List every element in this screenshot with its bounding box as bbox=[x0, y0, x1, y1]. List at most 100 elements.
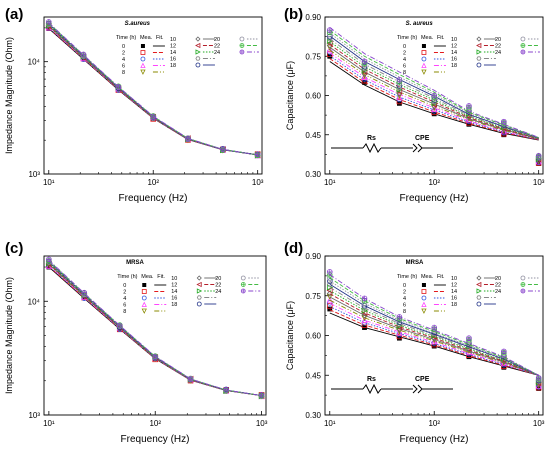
legend-time-label: 0 bbox=[122, 44, 125, 50]
legend-marker-20h bbox=[520, 275, 526, 281]
legend-marker-8h bbox=[140, 69, 146, 75]
fit-curve-10h bbox=[329, 296, 539, 376]
measured-point-24h bbox=[501, 348, 507, 355]
measured-point-6h bbox=[396, 329, 403, 336]
legend-time-label: 22 bbox=[215, 283, 221, 289]
y-axis-label: Capacitance (μF) bbox=[285, 61, 295, 130]
legend-time-label: 20 bbox=[495, 37, 501, 43]
legend-time-label: 6 bbox=[123, 303, 126, 309]
legend-marker-2h bbox=[421, 289, 427, 294]
fit-curve-14h bbox=[48, 262, 262, 397]
legend-time-label: 4 bbox=[403, 296, 406, 302]
legend-time-label: 10 bbox=[451, 276, 457, 282]
y-tick-label: 0.90 bbox=[305, 252, 321, 261]
resistor-label: Rs bbox=[367, 376, 376, 383]
measured-point-24h bbox=[254, 151, 261, 157]
legend-time-label: 2 bbox=[123, 290, 126, 296]
y-tick-label: 10⁴ bbox=[28, 297, 41, 306]
legend-marker-16h bbox=[196, 295, 202, 300]
y-tick-label: 0.75 bbox=[305, 52, 321, 61]
fit-curve-10h bbox=[48, 263, 262, 397]
cpe-symbol-left bbox=[412, 143, 418, 153]
legend-time-label: 20 bbox=[215, 276, 221, 282]
legend-marker-20h bbox=[239, 36, 245, 42]
legend-time-label: 2 bbox=[403, 290, 406, 296]
x-tick-label: 10¹ bbox=[43, 178, 55, 187]
legend-marker-4h bbox=[140, 56, 146, 62]
measured-point-6h bbox=[431, 338, 438, 345]
measured-point-10h bbox=[326, 42, 333, 49]
legend-time-label: 22 bbox=[214, 44, 220, 50]
legend-time-label: 14 bbox=[451, 50, 457, 56]
x-tick-label: 10² bbox=[147, 178, 159, 187]
legend-time-label: 16 bbox=[451, 296, 457, 302]
measured-point-24h bbox=[185, 136, 191, 142]
measured-point-8h bbox=[326, 44, 333, 51]
legend-time-label: 8 bbox=[403, 309, 406, 315]
legend-time-label: 0 bbox=[123, 283, 126, 289]
measured-point-24h bbox=[152, 354, 159, 360]
measured-point-12h bbox=[326, 287, 333, 294]
legend-time-label: 6 bbox=[403, 303, 406, 309]
y-tick-label: 0.60 bbox=[305, 92, 321, 101]
legend-marker-14h bbox=[196, 288, 203, 294]
legend-time-label: 2 bbox=[403, 51, 406, 57]
x-tick-label: 10³ bbox=[533, 178, 545, 187]
legend-marker-2h bbox=[140, 50, 146, 55]
measured-point-0h bbox=[466, 354, 472, 360]
legend-time-label: 16 bbox=[171, 296, 177, 302]
measured-point-6h bbox=[465, 116, 472, 123]
chart-panel-3: (c) MRSA 10¹ 10² 10³ 10³ 10⁴ Frequency (Hz) Impe… bbox=[4, 240, 268, 445]
fit-curve-18h bbox=[48, 261, 262, 397]
legend-marker-4h bbox=[421, 56, 427, 62]
legend-marker-4h bbox=[421, 295, 427, 301]
y-axis-label: Impedance Magnitude (Ohm) bbox=[4, 37, 14, 154]
legend-marker-8h bbox=[421, 308, 427, 314]
legend-time-label: 18 bbox=[451, 302, 457, 308]
measured-point-24h bbox=[361, 295, 368, 302]
cpe-symbol-left bbox=[412, 384, 418, 394]
organism-label: MRSA bbox=[406, 260, 424, 266]
legend-header-time: Time (h) bbox=[116, 35, 136, 41]
legend-marker-10h bbox=[195, 36, 201, 42]
measured-point-14h bbox=[431, 100, 438, 107]
legend-time-label: 20 bbox=[495, 276, 501, 282]
legend-time-label: 18 bbox=[170, 63, 176, 69]
measured-point-0h bbox=[431, 111, 437, 117]
legend-marker-0h bbox=[142, 283, 147, 287]
panel-letter: (a) bbox=[5, 6, 23, 23]
legend-marker-12h bbox=[476, 42, 482, 49]
fit-curve-16h bbox=[48, 24, 258, 156]
legend-marker-18h bbox=[196, 301, 202, 307]
cpe-label: CPE bbox=[415, 135, 430, 142]
measured-point-6h bbox=[361, 73, 368, 80]
legend-marker-22h bbox=[520, 282, 526, 287]
legend-marker-0h bbox=[140, 44, 145, 48]
measured-point-6h bbox=[500, 128, 507, 135]
legend-time-label: 14 bbox=[170, 50, 176, 56]
y-tick-label: 10³ bbox=[28, 170, 40, 179]
circuit-inset: Rs CPE bbox=[331, 376, 453, 395]
legend-marker-8h bbox=[141, 308, 147, 314]
fit-curve-20h bbox=[329, 32, 539, 139]
fit-curve-22h bbox=[48, 260, 262, 397]
legend-marker-20h bbox=[520, 36, 526, 42]
legend-marker-16h bbox=[476, 56, 482, 61]
legend-marker-16h bbox=[195, 56, 201, 61]
legend-time-label: 14 bbox=[451, 289, 457, 295]
x-axis-label: Frequency (Hz) bbox=[119, 193, 188, 204]
legend-marker-8h bbox=[421, 69, 427, 75]
measured-point-24h bbox=[466, 103, 472, 109]
measured-point-0h bbox=[327, 306, 333, 312]
legend-marker-18h bbox=[476, 62, 482, 68]
legend-header-time: Time (h) bbox=[397, 274, 417, 280]
fit-curve-0h bbox=[48, 266, 262, 397]
legend-time-label: 24 bbox=[214, 50, 220, 56]
measured-point-24h bbox=[361, 58, 368, 65]
legend-header-fit: Fit. bbox=[437, 274, 445, 280]
fit-curve-14h bbox=[48, 24, 258, 156]
x-tick-label: 10³ bbox=[533, 419, 545, 428]
fit-curve-12h bbox=[329, 293, 539, 376]
resistor-symbol bbox=[362, 142, 382, 154]
measured-point-24h bbox=[45, 19, 52, 25]
